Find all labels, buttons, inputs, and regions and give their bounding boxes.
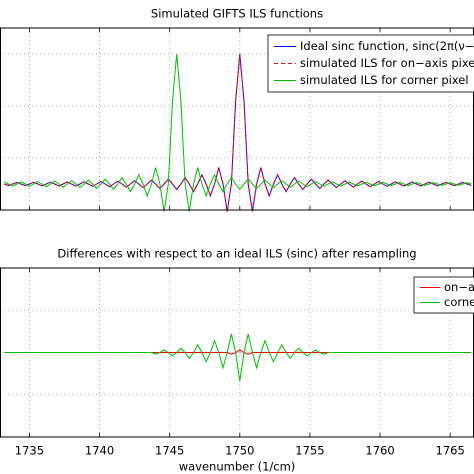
x-tick-label: 1745 xyxy=(155,444,184,458)
legend-label: on−axis pixel xyxy=(444,280,474,294)
x-tick-label: 1750 xyxy=(225,444,254,458)
legend-label: corner pixel xyxy=(444,295,474,309)
legend-label: simulated ILS for on−axis pixel xyxy=(300,56,474,70)
x-tick-label: 1755 xyxy=(295,444,324,458)
x-tick-label: 1765 xyxy=(436,444,465,458)
x-axis-label: wavenumber (1/cm) xyxy=(179,460,296,474)
chart-title: Differences with respect to an ideal ILS… xyxy=(57,247,416,261)
legend: Ideal sinc function, sinc(2π(ν−ν₀)L) simu… xyxy=(267,34,474,93)
data-line xyxy=(3,53,472,212)
legend-box xyxy=(413,276,474,314)
legend: on−axis pixelcorner pixel xyxy=(413,276,474,314)
x-tick-label: 1735 xyxy=(15,444,44,458)
chart-title: Simulated GIFTS ILS functions xyxy=(151,7,323,21)
data-line xyxy=(4,55,472,212)
x-tick-label: 1740 xyxy=(85,444,114,458)
legend-label: Ideal sinc function, sinc(2π(ν−ν₀)L) xyxy=(300,39,474,53)
legend-box xyxy=(267,34,474,93)
x-tick-label: 1760 xyxy=(365,444,394,458)
legend-label: simulated ILS for corner pixel xyxy=(300,73,469,87)
data-line xyxy=(4,333,472,382)
